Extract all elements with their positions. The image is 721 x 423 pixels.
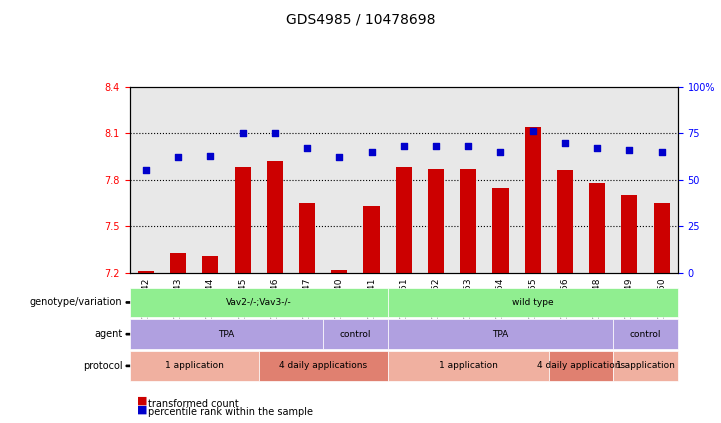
Point: [334, 154, 345, 161]
Point: [462, 143, 474, 150]
Text: transformed count: transformed count: [148, 399, 239, 409]
Point: [398, 143, 410, 150]
Bar: [557, 170, 573, 273]
Text: ■: ■: [137, 404, 148, 415]
Bar: [331, 270, 348, 273]
Bar: [363, 206, 379, 273]
Bar: [299, 203, 315, 273]
Text: wild type: wild type: [512, 298, 554, 307]
Bar: [170, 253, 186, 273]
Point: [140, 167, 151, 174]
Text: 1 application: 1 application: [439, 361, 497, 371]
Point: [495, 148, 506, 155]
Text: agent: agent: [94, 329, 123, 339]
Text: TPA: TPA: [218, 330, 234, 339]
Bar: [396, 168, 412, 273]
Point: [205, 152, 216, 159]
Point: [301, 145, 313, 151]
Point: [624, 147, 635, 154]
Bar: [203, 256, 218, 273]
Point: [591, 145, 603, 151]
Point: [366, 148, 377, 155]
Text: control: control: [340, 330, 371, 339]
Bar: [428, 169, 444, 273]
Text: Vav2-/-;Vav3-/-: Vav2-/-;Vav3-/-: [226, 298, 291, 307]
Point: [236, 130, 248, 137]
Bar: [653, 203, 670, 273]
Bar: [267, 161, 283, 273]
Text: control: control: [629, 330, 661, 339]
Text: GDS4985 / 10478698: GDS4985 / 10478698: [286, 13, 435, 27]
Point: [269, 130, 280, 137]
Point: [527, 128, 539, 135]
Point: [430, 143, 442, 150]
Text: TPA: TPA: [492, 330, 508, 339]
Bar: [234, 168, 251, 273]
Bar: [622, 195, 637, 273]
Text: 1 application: 1 application: [616, 361, 675, 371]
Bar: [492, 187, 508, 273]
Bar: [525, 127, 541, 273]
Bar: [138, 271, 154, 273]
Text: protocol: protocol: [83, 361, 123, 371]
Text: 1 application: 1 application: [165, 361, 224, 371]
Point: [656, 148, 668, 155]
Point: [172, 154, 184, 161]
Text: ■: ■: [137, 396, 148, 406]
Bar: [589, 183, 605, 273]
Point: [559, 139, 571, 146]
Text: genotype/variation: genotype/variation: [30, 297, 123, 308]
Bar: [460, 169, 477, 273]
Text: 4 daily applications: 4 daily applications: [279, 361, 367, 371]
Text: percentile rank within the sample: percentile rank within the sample: [148, 407, 313, 418]
Text: 4 daily applications: 4 daily applications: [537, 361, 625, 371]
